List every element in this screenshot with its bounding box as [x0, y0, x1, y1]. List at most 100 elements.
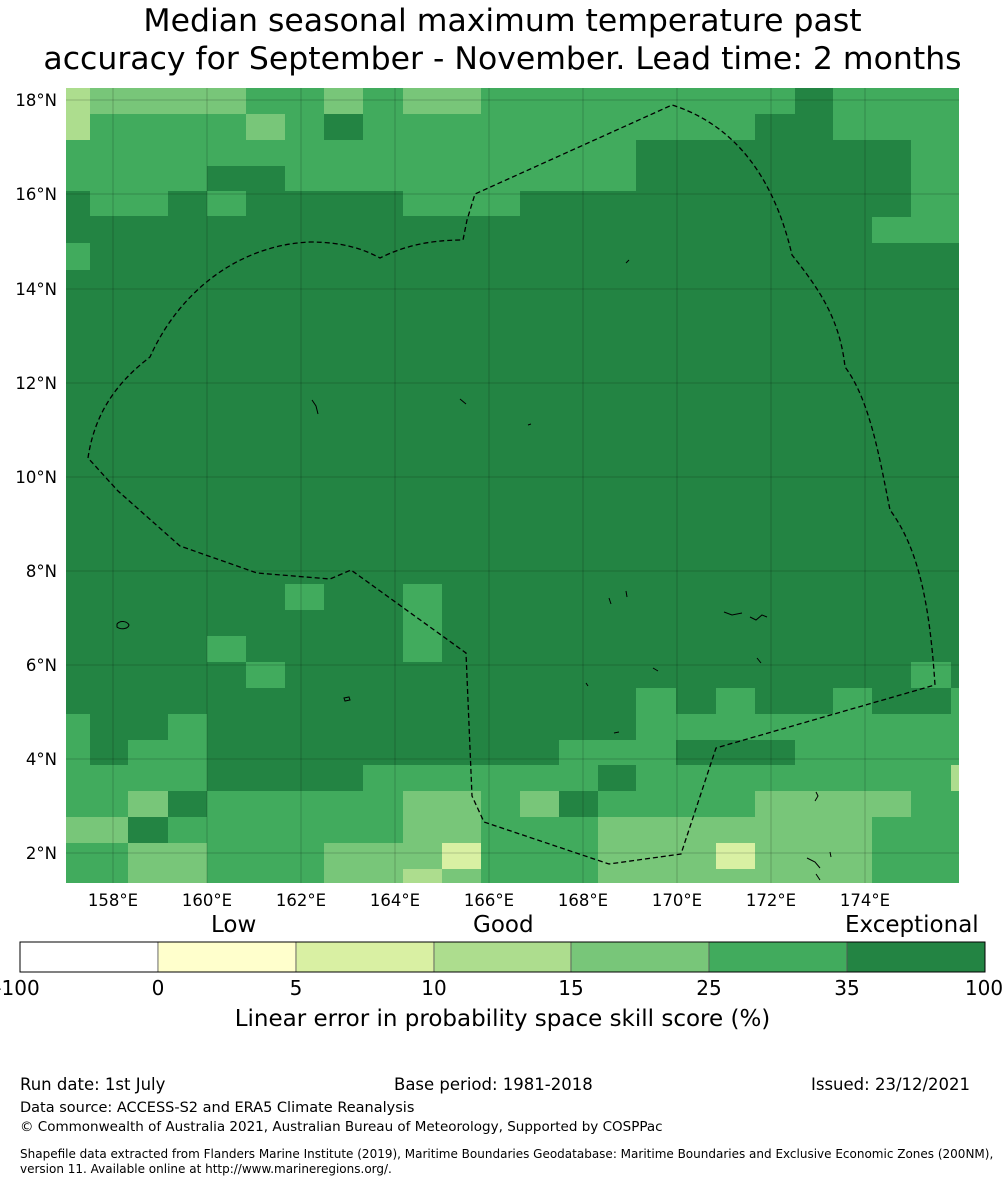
- grid-cell: [128, 843, 207, 883]
- colorbar-category-exceptional: Exceptional: [845, 912, 979, 938]
- colorbar-frame: [19, 941, 986, 973]
- colorbar-segment: [570, 941, 710, 973]
- grid-cell: [324, 88, 363, 114]
- gridlines: [66, 88, 959, 883]
- colorbar-tick-label: 0: [151, 976, 165, 1000]
- grid-cell: [403, 869, 442, 883]
- grid-cell: [951, 765, 959, 791]
- grid-cell: [403, 88, 481, 114]
- grid-cell: [90, 191, 168, 216]
- lon-label: 166°E: [464, 891, 514, 910]
- grid-cell: [168, 191, 207, 216]
- lon-label: 168°E: [558, 891, 608, 910]
- grid-cell: [676, 714, 833, 740]
- colorbar-tick-label: 10: [421, 976, 447, 1000]
- island-outline: [723, 611, 768, 621]
- island-outline: [608, 590, 628, 734]
- colorbar-tick-label: -100: [0, 976, 40, 1000]
- lat-label: 10°N: [15, 468, 57, 487]
- grid-cell: [66, 243, 90, 270]
- longitude-labels: 158°E 160°E 162°E 164°E 166°E 168°E 170°E 172°E…: [88, 891, 890, 910]
- grid-cell: [872, 714, 959, 740]
- grid-cell: [716, 843, 755, 869]
- grid-cell: [795, 88, 833, 140]
- grid-cell: [246, 662, 285, 688]
- lon-label: 172°E: [746, 891, 796, 910]
- grid-cell: [676, 740, 716, 765]
- grid-cell: [755, 114, 795, 140]
- grid-cell: [246, 114, 285, 140]
- title-line-1: Median seasonal maximum temperature past: [143, 3, 862, 39]
- copyright: © Commonwealth of Australia 2021, Austra…: [20, 1119, 663, 1135]
- grid-cell: [207, 636, 246, 662]
- eez-boundary: [87, 104, 936, 865]
- island-outline: [311, 259, 630, 426]
- grid-cell: [833, 688, 872, 740]
- lat-label: 2°N: [26, 844, 57, 863]
- island-outline: [343, 696, 351, 702]
- grid-cell: [872, 217, 959, 243]
- grid-cell: [716, 688, 755, 714]
- colorbar: [19, 941, 986, 973]
- lat-label: 8°N: [26, 562, 57, 581]
- grid-cell: [520, 791, 559, 817]
- grid-cell: [285, 584, 324, 610]
- skill-grid: [66, 88, 959, 883]
- grid-cell: [168, 791, 207, 817]
- lon-label: 170°E: [652, 891, 702, 910]
- islands: [116, 259, 832, 881]
- grid-cell: [128, 817, 168, 843]
- colorbar-tick-label: 100: [964, 976, 1004, 1000]
- colorbar-tick-label: 5: [289, 976, 303, 1000]
- grid-cell: [442, 843, 481, 869]
- grid-cell: [911, 140, 959, 217]
- grid-cell: [168, 714, 207, 765]
- grid-cell: [636, 688, 676, 740]
- grid-cell: [951, 688, 959, 714]
- colorbar-segment: [846, 941, 986, 973]
- map-title: Median seasonal maximum temperature past…: [0, 2, 1005, 78]
- base-period: Base period: 1981-2018: [394, 1075, 593, 1094]
- lon-label: 162°E: [276, 891, 326, 910]
- grid-cell: [403, 584, 442, 662]
- grid-cell: [833, 88, 959, 140]
- grid-cell: [559, 791, 598, 817]
- shapefile-credit-line-2: version 11. Available online at http://w…: [20, 1162, 392, 1176]
- latitude-labels: 18°N 16°N 14°N 12°N 10°N 8°N 6°N 4°N 2°N: [15, 91, 57, 863]
- lon-label: 174°E: [840, 891, 890, 910]
- grid-cell: [207, 191, 246, 216]
- colorbar-segment: [295, 941, 435, 973]
- lon-label: 158°E: [88, 891, 138, 910]
- island-outline: [116, 621, 130, 630]
- grid-cell: [598, 765, 636, 791]
- colorbar-segment: [157, 941, 297, 973]
- lat-label: 18°N: [15, 91, 57, 110]
- lat-label: 6°N: [26, 656, 57, 675]
- grid-cell: [755, 817, 872, 883]
- grid-cell: [403, 191, 520, 216]
- title-line-2: accuracy for September - November. Lead …: [43, 41, 962, 77]
- run-date: Run date: 1st July: [20, 1075, 166, 1094]
- grid-cell: [207, 166, 285, 191]
- issued-date: Issued: 23/12/2021: [811, 1075, 971, 1094]
- grid-cell: [911, 662, 951, 688]
- grid-cell: [128, 740, 168, 765]
- grid-cell: [324, 843, 403, 883]
- colorbar-category-good: Good: [473, 912, 534, 938]
- colorbar-tick-label: 25: [696, 976, 722, 1000]
- island-outline: [585, 657, 832, 858]
- grid-cell: [755, 791, 911, 817]
- data-source: Data source: ACCESS-S2 and ERA5 Climate …: [20, 1100, 415, 1116]
- colorbar-category-low: Low: [211, 912, 257, 938]
- lon-label: 160°E: [182, 891, 232, 910]
- grid-cell: [128, 791, 168, 817]
- grid-cell: [66, 817, 128, 843]
- lon-label: 164°E: [370, 891, 420, 910]
- grid-cell: [324, 114, 363, 140]
- colorbar-segment: [19, 941, 159, 973]
- grid-cell: [66, 88, 90, 140]
- colorbar-tick-label: 35: [834, 976, 860, 1000]
- grid-cell: [66, 191, 90, 243]
- shapefile-credit: Shapefile data extracted from Flanders M…: [20, 1147, 1000, 1177]
